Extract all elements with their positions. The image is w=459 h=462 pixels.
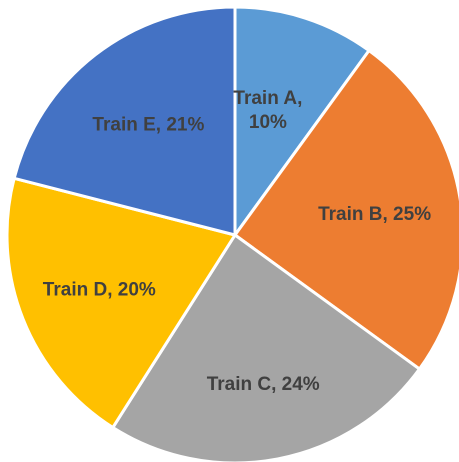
pie-slice-train-c bbox=[110, 232, 422, 462]
pie-label-line: Train C, 24% bbox=[207, 374, 320, 395]
pie-label-train-d: Train D, 20% bbox=[43, 280, 156, 301]
pie-labels: Train A, 10% Train B, 25% Train C, 24% Train… bbox=[43, 88, 431, 395]
pie-label-line: Train B, 25% bbox=[318, 204, 431, 225]
pie-label-train-a: Train A, 10% bbox=[233, 88, 302, 133]
pie-label-line: Train E, 21% bbox=[92, 114, 204, 135]
pie-label-line: Train A, bbox=[233, 88, 302, 109]
pie-label-train-b: Train B, 25% bbox=[318, 204, 431, 225]
pie-slice-train-a bbox=[233, 5, 372, 240]
pie-slice-train-d bbox=[5, 176, 238, 430]
pie-slices bbox=[5, 5, 459, 462]
pie-slice-train-b bbox=[232, 48, 459, 372]
pie-slice-train-e bbox=[12, 5, 237, 237]
pie-label-train-e: Train E, 21% bbox=[92, 114, 204, 135]
pie-label-train-c: Train C, 24% bbox=[207, 374, 320, 395]
pie-label-line: 10% bbox=[249, 112, 287, 133]
pie-label-line: Train D, 20% bbox=[43, 280, 156, 301]
